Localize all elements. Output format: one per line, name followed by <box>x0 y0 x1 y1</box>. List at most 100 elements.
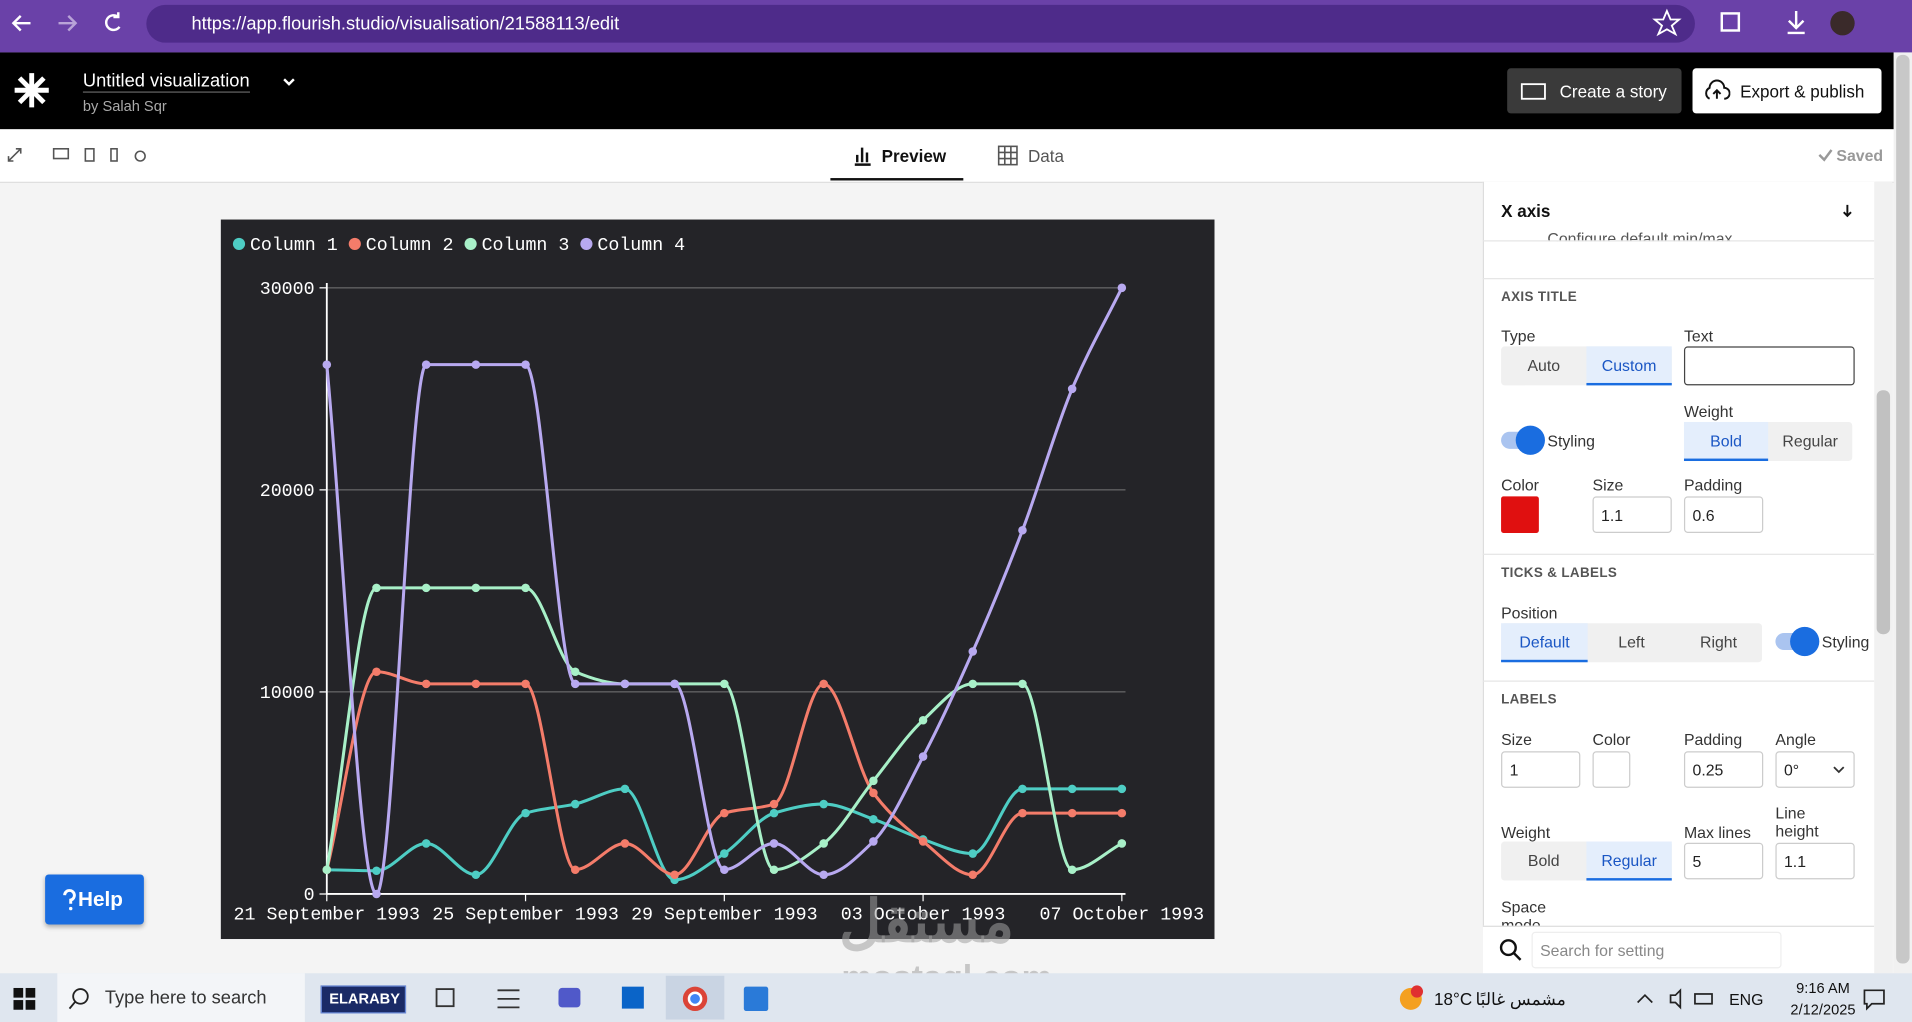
data-point <box>769 808 779 818</box>
language: ENG <box>1729 990 1764 1009</box>
taskbar-search-text: Type here to search <box>104 987 267 1009</box>
color-swatch[interactable] <box>1501 496 1539 533</box>
data-point <box>1018 808 1027 818</box>
divider <box>1482 278 1875 280</box>
option[interactable]: Default <box>1501 623 1589 663</box>
search-input[interactable]: Search for setting <box>1531 931 1782 969</box>
option[interactable]: Regular <box>1782 431 1838 451</box>
styling-toggle[interactable] <box>1775 626 1820 657</box>
data-point <box>918 752 928 761</box>
label: Size <box>1501 730 1532 749</box>
size-input[interactable]: 1 <box>1501 751 1581 788</box>
option[interactable]: Right <box>1700 632 1738 652</box>
option[interactable]: Regular <box>1586 841 1672 881</box>
data-point <box>471 583 481 593</box>
data-point <box>521 360 530 369</box>
data-point <box>769 799 779 809</box>
nav-icons <box>11 12 121 32</box>
text-input[interactable] <box>1683 346 1855 386</box>
data-point <box>869 788 878 798</box>
legend-swatch <box>464 237 477 251</box>
data-point <box>521 808 530 818</box>
collapse-icon <box>1843 204 1852 218</box>
label: Size <box>1592 475 1624 494</box>
data-point <box>720 865 729 874</box>
data-point <box>570 679 580 689</box>
styling-toggle[interactable] <box>1501 425 1545 455</box>
data-point <box>918 837 928 846</box>
x-tick-label: 25 September 1993 <box>432 906 618 926</box>
help-label: Help <box>78 887 123 912</box>
option[interactable]: Bold <box>1527 851 1560 870</box>
tab-underline <box>830 178 964 181</box>
data-point <box>968 849 978 858</box>
type-toggle: Auto Custom <box>1501 346 1672 386</box>
brand-app[interactable] <box>320 985 407 1014</box>
app-icons <box>435 975 769 1020</box>
help-icon <box>63 889 76 911</box>
data-point <box>1067 784 1077 794</box>
y-tick-label: 0 <box>304 886 315 906</box>
series-line <box>325 586 1123 872</box>
line-height-input[interactable]: 1.1 <box>1775 842 1855 880</box>
legend-label: Column 1 <box>250 236 338 256</box>
option[interactable]: Auto <box>1527 356 1561 375</box>
help-button[interactable] <box>45 874 144 925</box>
option[interactable]: Bold <box>1683 421 1769 462</box>
tab-data[interactable]: Data <box>1027 146 1065 166</box>
tray-icons <box>1637 988 1713 1010</box>
url-text: https://app.flourish.studio/visualisatio… <box>191 13 620 35</box>
data-point <box>819 870 828 880</box>
label: Position <box>1501 603 1558 622</box>
taskbar-search[interactable] <box>57 973 305 1022</box>
data-point <box>620 839 630 848</box>
heading: TICKS & LABELS <box>1501 565 1618 581</box>
weather-icon <box>1399 985 1424 1010</box>
select-caret <box>1833 766 1845 774</box>
legend-label: Column 3 <box>482 236 570 256</box>
label: Space mode <box>1501 897 1547 929</box>
legend-swatch <box>232 237 246 251</box>
label: Line height <box>1775 803 1819 841</box>
create-story-button[interactable] <box>1507 68 1682 114</box>
toolbar <box>0 129 1894 183</box>
story-icon <box>1520 83 1546 100</box>
data-point <box>421 360 431 369</box>
toggle-label: Styling <box>1547 431 1596 451</box>
x-tick-label: 29 September 1993 <box>631 906 817 926</box>
save-status: Saved <box>1836 146 1884 165</box>
label: Text <box>1683 326 1714 346</box>
view-icons <box>7 147 146 162</box>
x-tick-label: 03 October 1993 <box>841 906 1006 926</box>
data-point <box>1117 808 1127 818</box>
url-bar <box>146 4 1695 43</box>
viz-title[interactable]: Untitled visualization <box>82 70 250 93</box>
option[interactable]: Left <box>1618 632 1645 652</box>
label: Max lines <box>1683 823 1751 842</box>
notification-icon <box>1863 989 1885 1011</box>
data-point <box>521 583 530 593</box>
search-glyph <box>68 988 89 1010</box>
option[interactable]: Custom <box>1586 346 1672 386</box>
browser-icons <box>1652 8 1855 37</box>
logo <box>14 73 49 108</box>
max-lines-input[interactable]: 5 <box>1683 842 1764 880</box>
divider <box>1482 240 1875 242</box>
padding-input[interactable]: 0.25 <box>1683 751 1764 788</box>
color-input[interactable] <box>1592 751 1631 788</box>
data-point <box>421 839 431 848</box>
data-point <box>372 583 381 593</box>
size-input[interactable]: 1.1 <box>1592 496 1672 533</box>
tab-preview[interactable]: Preview <box>881 146 947 166</box>
taskbar <box>0 973 1912 1022</box>
data-point <box>1117 283 1127 293</box>
x-tick-label: 07 October 1993 <box>1040 906 1205 926</box>
data-point <box>372 667 381 676</box>
y-tick-label: 10000 <box>260 684 315 704</box>
series-line <box>326 787 1122 882</box>
padding-input[interactable]: 0.6 <box>1683 496 1764 533</box>
export-button[interactable] <box>1692 68 1882 114</box>
data-point <box>471 870 481 880</box>
data-point <box>570 799 580 809</box>
